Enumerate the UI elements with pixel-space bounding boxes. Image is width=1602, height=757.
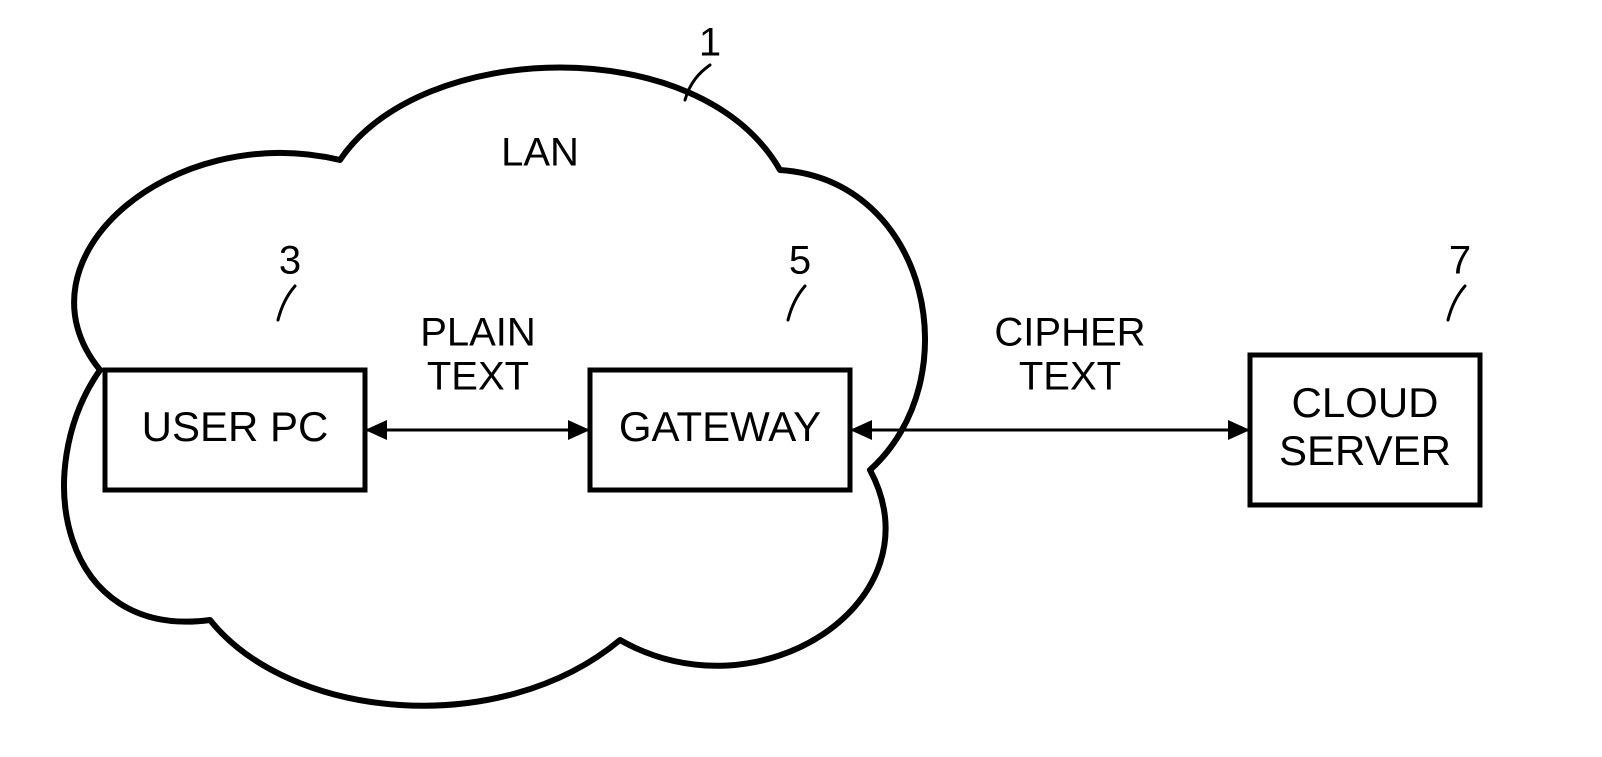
cipher-text-arrow-right (1228, 420, 1250, 440)
plain-text-label: TEXT (427, 355, 529, 399)
plain-text-arrow-left (365, 420, 387, 440)
user-pc-label: USER PC (142, 403, 329, 450)
ref-number: 7 (1449, 239, 1471, 283)
ref-number: 5 (789, 239, 811, 283)
lan-label: LAN (501, 131, 579, 175)
plain-text-arrow-right (568, 420, 590, 440)
gateway-label: GATEWAY (619, 403, 821, 450)
ref-number: 1 (699, 21, 721, 65)
cloud-server-label: SERVER (1279, 427, 1451, 474)
plain-text-label: PLAIN (420, 311, 536, 355)
cipher-text-label: CIPHER (994, 311, 1145, 355)
cipher-text-label: TEXT (1019, 355, 1121, 399)
cloud-server-label: CLOUD (1291, 379, 1438, 426)
cipher-text-arrow-left (850, 420, 872, 440)
ref-number: 3 (279, 239, 301, 283)
